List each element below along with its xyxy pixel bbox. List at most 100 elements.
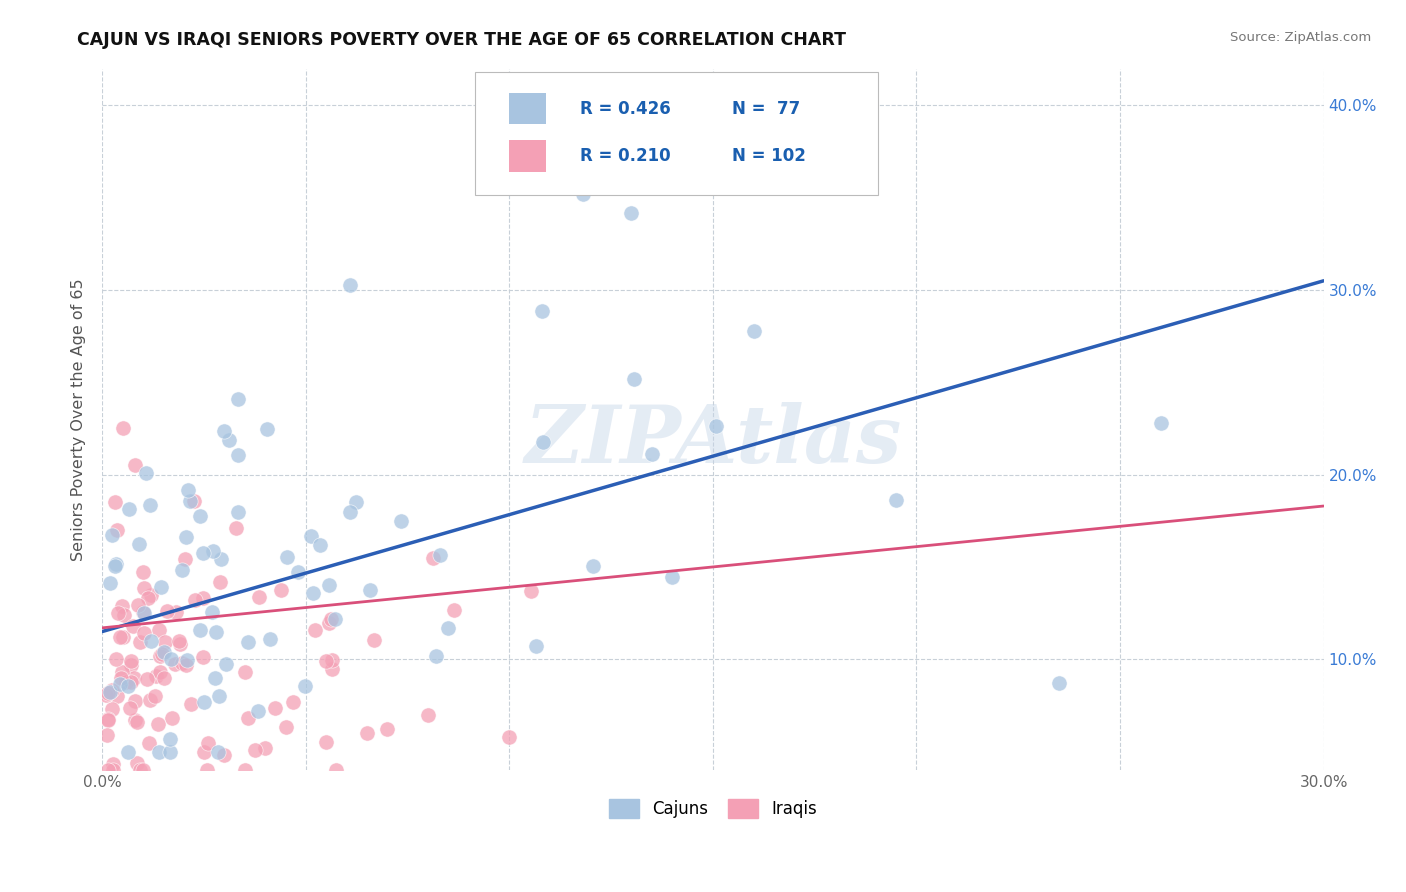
Point (120, 674, 142, 689)
Point (174, 551, 197, 566)
FancyBboxPatch shape (475, 72, 877, 194)
Point (114, 675, 136, 690)
Point (184, 593, 207, 607)
Point (139, 588, 162, 602)
Point (111, 665, 134, 680)
Point (104, 559, 127, 574)
Point (742, 324, 765, 338)
Point (120, 654, 142, 668)
Point (319, 611, 342, 625)
Point (254, 740, 277, 755)
Point (304, 623, 326, 637)
Point (209, 552, 232, 566)
Text: Source: ZipAtlas.com: Source: ZipAtlas.com (1230, 31, 1371, 45)
Point (264, 701, 287, 715)
Point (321, 662, 343, 676)
Point (159, 745, 181, 759)
Point (215, 657, 238, 672)
Point (321, 653, 343, 667)
Point (153, 645, 176, 659)
Point (245, 743, 267, 757)
Point (299, 529, 322, 543)
Point (416, 707, 439, 722)
Point (325, 763, 347, 777)
Text: CAJUN VS IRAQI SENIORS POVERTY OVER THE AGE OF 65 CORRELATION CHART: CAJUN VS IRAQI SENIORS POVERTY OVER THE … (77, 31, 846, 49)
Point (315, 735, 337, 749)
Point (530, 304, 553, 318)
Point (283, 695, 305, 709)
Point (183, 494, 205, 508)
Point (571, 187, 593, 202)
Point (547, 163, 569, 178)
Point (247, 590, 270, 604)
Point (131, 565, 153, 579)
Point (97, 712, 120, 726)
Point (339, 505, 361, 519)
Point (148, 623, 170, 637)
Point (108, 630, 131, 644)
Point (146, 717, 169, 731)
Point (139, 693, 162, 707)
Point (520, 583, 543, 598)
Point (204, 672, 226, 686)
Point (208, 574, 231, 589)
Point (136, 591, 159, 606)
Point (620, 205, 643, 219)
Point (225, 520, 247, 534)
Point (122, 671, 145, 685)
Point (143, 689, 166, 703)
Point (201, 544, 224, 558)
Point (132, 625, 155, 640)
Point (375, 723, 398, 737)
Point (110, 671, 132, 685)
Point (236, 634, 259, 648)
Point (108, 677, 131, 691)
Point (197, 736, 219, 750)
Point (226, 505, 249, 519)
Point (104, 651, 127, 665)
Point (111, 599, 134, 613)
Point (107, 606, 129, 620)
Point (124, 458, 146, 473)
Point (287, 565, 309, 579)
Point (97, 714, 120, 728)
Point (190, 508, 212, 523)
Text: N =  77: N = 77 (733, 100, 800, 118)
Point (120, 700, 142, 714)
Point (128, 537, 150, 551)
Point (112, 608, 135, 623)
Point (125, 715, 148, 730)
Text: R = 0.210: R = 0.210 (579, 147, 671, 165)
Point (153, 671, 176, 685)
Point (98, 576, 121, 591)
Point (315, 654, 337, 668)
Text: N = 102: N = 102 (733, 147, 806, 165)
Point (884, 493, 907, 508)
Point (301, 586, 323, 600)
Point (104, 557, 127, 571)
Point (318, 615, 340, 630)
Point (318, 578, 340, 592)
Point (149, 649, 172, 664)
Point (139, 498, 162, 512)
Point (131, 605, 153, 619)
Point (96, 688, 118, 702)
Point (179, 493, 201, 508)
Point (294, 679, 316, 693)
Point (112, 630, 135, 644)
Point (155, 635, 177, 649)
Point (169, 637, 191, 651)
Point (191, 591, 214, 605)
Point (437, 621, 460, 635)
Point (180, 697, 202, 711)
Point (132, 763, 155, 777)
Point (97, 686, 120, 700)
Point (176, 483, 198, 497)
Point (246, 704, 269, 718)
Point (422, 551, 444, 566)
Point (661, 570, 683, 584)
Point (226, 448, 249, 462)
Point (201, 605, 224, 619)
Point (96, 728, 118, 742)
Point (136, 672, 159, 686)
